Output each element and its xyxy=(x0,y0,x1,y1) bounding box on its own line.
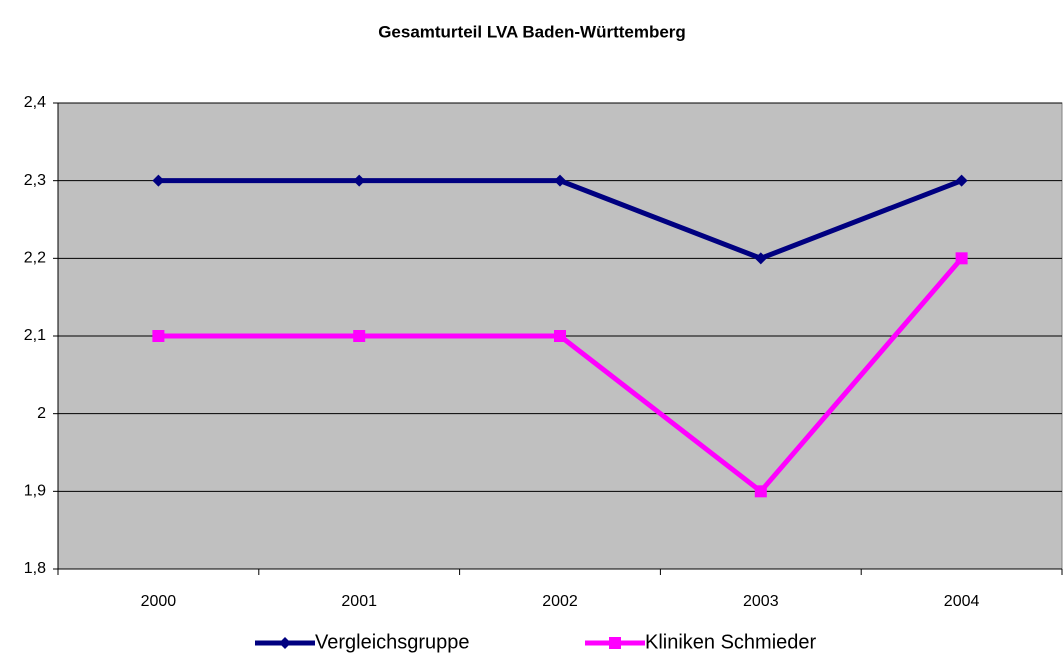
y-tick-label: 2,3 xyxy=(24,172,46,189)
marker xyxy=(152,330,165,342)
y-tick-label: 2 xyxy=(37,405,46,422)
x-tick-label: 2003 xyxy=(743,593,779,610)
marker xyxy=(554,330,566,342)
legend-marker xyxy=(279,637,291,649)
legend-marker xyxy=(609,637,621,649)
x-tick-label: 2001 xyxy=(341,593,377,610)
legend-label: Kliniken Schmieder xyxy=(645,631,817,653)
chart-title: Gesamturteil LVA Baden-Württemberg xyxy=(378,22,686,41)
marker xyxy=(152,174,165,187)
marker xyxy=(754,252,767,265)
y-tick-label: 2,2 xyxy=(24,250,46,267)
y-tick-label: 1,9 xyxy=(24,483,46,500)
x-tick-label: 2004 xyxy=(944,593,980,610)
marker xyxy=(955,174,968,187)
y-tick-label: 2,4 xyxy=(24,94,46,111)
y-tick-label: 2,1 xyxy=(24,327,46,344)
marker xyxy=(353,174,366,187)
marker xyxy=(754,485,767,498)
marker xyxy=(554,174,566,187)
legend-label: Vergleichsgruppe xyxy=(315,631,470,653)
marker xyxy=(353,330,366,342)
x-tick-label: 2002 xyxy=(542,593,578,610)
y-tick-label: 1,8 xyxy=(24,560,46,577)
marker xyxy=(955,252,968,265)
x-tick-label: 2000 xyxy=(141,593,177,610)
